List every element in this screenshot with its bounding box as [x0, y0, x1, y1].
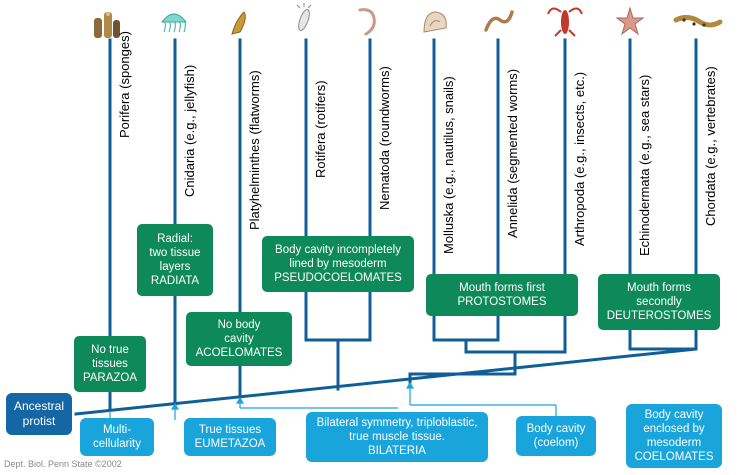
group-protostomes: Mouth forms first PROTOSTOMES: [426, 274, 578, 316]
jellyfish-icon: [160, 13, 188, 33]
arrow-bilateria: [235, 396, 245, 404]
trunk-line: [74, 347, 698, 416]
credit-text: Dept. Biol. Penn State ©2002: [4, 459, 122, 469]
phylum-label-nematoda: Nematoda (roundworms): [377, 66, 392, 210]
phylum-label-echinodermata: Echinodermata (e.g., sea stars): [637, 74, 652, 256]
segmented-worm-icon: [484, 10, 514, 32]
lizard-icon: [673, 14, 723, 28]
group-parazoa: No true tissues PARAZOA: [74, 336, 146, 392]
flatworm-icon: [231, 11, 246, 35]
sea-star-icon: [615, 6, 645, 36]
group-radiata: Radial: two tissue layers RADIATA: [137, 224, 213, 296]
group-deuterostomes: Mouth forms secondly DEUTEROSTOMES: [598, 274, 720, 330]
rotifer-icon: [296, 3, 312, 31]
phylum-label-chordata: Chordata (e.g., vertebrates): [703, 66, 718, 226]
lobster-icon: [547, 7, 583, 37]
phylum-label-annelida: Annelida (segmented worms): [505, 68, 520, 238]
snail-icon: [423, 11, 447, 33]
arrow-eumetazoa: [170, 402, 180, 410]
ancestral-protist: Ancestral protist: [6, 393, 72, 435]
phylum-label-porifera: Porifera (sponges): [117, 31, 132, 138]
group-pseudocoelomates: Body cavity incompletely lined by mesoder…: [262, 236, 414, 292]
phylum-label-arthropoda: Arthropoda (e.g., insects, etc.): [572, 71, 587, 246]
arrow-coelom: [405, 381, 415, 389]
group-acoelomates: No body cavity ACOELOMATES: [186, 312, 292, 366]
sponge-icon: [94, 12, 120, 38]
innovation-multicellularity: Multi-cellularity: [80, 418, 154, 456]
roundworm-icon: [358, 8, 376, 36]
phylum-label-molluska: Molluska (e.g., nautilus, snails): [441, 76, 456, 254]
phylum-label-cnidaria: Cnidaria (e.g., jellyfish): [182, 64, 197, 197]
innovation-bilateria: Bilateral symmetry, triploblastic, true m…: [306, 412, 488, 462]
innovation-eumetazoa: True tissues EUMETAZOA: [184, 418, 276, 456]
innovation-coelomates: Body cavity enclosed by mesoderm COELOMATES: [626, 404, 722, 468]
phylum-label-rotifera: Rotifera (rotifers): [313, 80, 328, 178]
innovation-coelom: Body cavity (coelom): [516, 416, 596, 456]
